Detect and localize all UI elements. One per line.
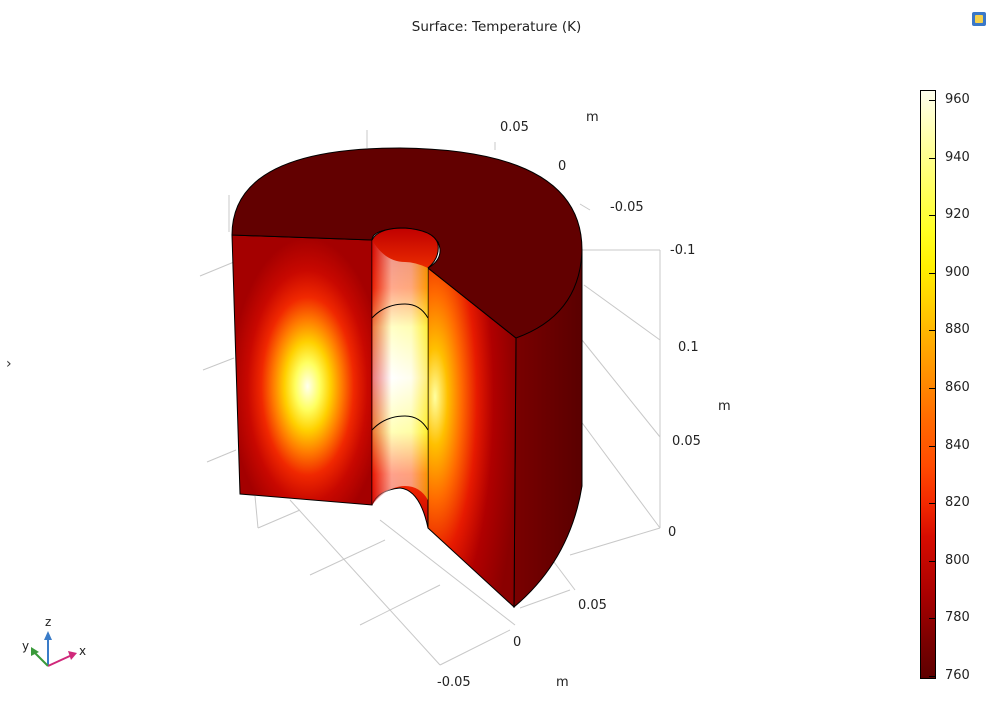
y-unit: m — [586, 110, 599, 125]
z-tick-2: 0.1 — [678, 340, 699, 355]
colorbar-tick-mark — [929, 618, 935, 620]
colorbar-tick-label: 780 — [945, 610, 970, 626]
orientation-triad: z x y — [22, 615, 86, 667]
colorbar-tick-label: 820 — [945, 495, 970, 511]
colorbar-tick-mark — [929, 330, 935, 332]
colorbar-tick-mark — [929, 560, 935, 562]
plot-canvas[interactable]: 0.05 0 -0.05 -0.1 m 0.1 0.05 0 m 0.05 0 … — [0, 0, 900, 718]
colorbar-tick-label: 760 — [945, 668, 970, 683]
y-tick-2: -0.05 — [610, 200, 644, 215]
colorbar-tick-mark — [929, 100, 935, 101]
z-tick-1: 0.05 — [672, 434, 701, 449]
y-tick-1: 0 — [558, 159, 566, 174]
x-unit: m — [556, 675, 569, 690]
colorbar-tick-mark — [929, 503, 935, 505]
z-tick-0: 0 — [668, 525, 676, 540]
colorbar-tick-mark — [929, 157, 935, 159]
y-tick-3: -0.1 — [670, 243, 695, 258]
x-tick-0: -0.05 — [437, 675, 471, 690]
colorbar-tick-label: 920 — [945, 207, 970, 223]
triad-y-label: y — [22, 639, 29, 653]
axis-ticks: 0.05 0 -0.05 -0.1 m 0.1 0.05 0 m 0.05 0 … — [437, 110, 731, 690]
triad-x-label: x — [79, 644, 86, 658]
colorbar-tick-mark — [929, 445, 935, 447]
z-unit: m — [718, 399, 731, 414]
window-icon[interactable] — [972, 12, 986, 26]
outer-side — [513, 250, 583, 609]
colorbar-tick-mark — [929, 676, 935, 677]
x-tick-1: 0 — [513, 635, 521, 650]
y-tick-0: 0.05 — [500, 120, 529, 135]
colorbar-tick-mark — [929, 272, 935, 274]
colorbar-tick-label: 960 — [945, 92, 970, 107]
colorbar-tick-label: 880 — [945, 322, 970, 338]
colorbar-tick-mark — [929, 388, 935, 389]
colorbar-tick-label: 940 — [945, 149, 970, 165]
colorbar-tick-mark — [929, 215, 935, 217]
triad-z-label: z — [45, 615, 51, 629]
colorbar-tick-label: 800 — [945, 552, 970, 568]
colorbar-tick-label: 900 — [945, 264, 970, 280]
collapse-handle-icon[interactable]: › — [6, 356, 12, 372]
colorbar-tick-label: 860 — [945, 380, 970, 395]
grid-lines — [199, 130, 661, 666]
colorbar — [920, 90, 936, 679]
x-tick-2: 0.05 — [578, 598, 607, 613]
cut-face-left — [231, 234, 373, 506]
colorbar-tick-label: 840 — [945, 437, 970, 453]
heater-ring-top — [371, 303, 429, 319]
heater-ring-bottom — [371, 415, 429, 431]
plot-title: Surface: Temperature (K) — [411, 19, 582, 35]
